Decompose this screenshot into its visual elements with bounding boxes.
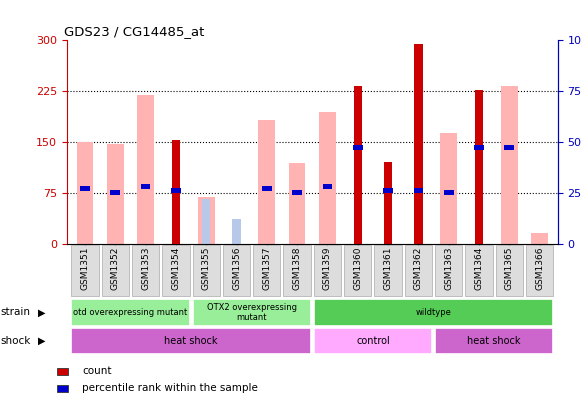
FancyBboxPatch shape (314, 299, 553, 326)
FancyBboxPatch shape (314, 328, 432, 354)
FancyBboxPatch shape (162, 245, 189, 296)
Bar (440, 133, 457, 244)
FancyBboxPatch shape (435, 328, 553, 354)
Bar (259, 120, 275, 244)
Text: GSM1358: GSM1358 (293, 246, 302, 290)
FancyBboxPatch shape (71, 245, 99, 296)
Bar (474, 145, 484, 150)
Bar (202, 199, 210, 244)
Text: GSM1357: GSM1357 (263, 246, 271, 290)
Bar (232, 219, 241, 244)
Text: control: control (356, 336, 390, 346)
FancyBboxPatch shape (132, 245, 159, 296)
Text: ▶: ▶ (38, 307, 45, 318)
Text: GSM1355: GSM1355 (202, 246, 211, 290)
Bar (475, 90, 483, 244)
Text: otd overexpressing mutant: otd overexpressing mutant (73, 308, 188, 317)
FancyBboxPatch shape (223, 245, 250, 296)
Bar (57, 385, 68, 392)
Text: percentile rank within the sample: percentile rank within the sample (83, 383, 258, 393)
Text: GSM1364: GSM1364 (475, 246, 483, 289)
Bar (80, 186, 90, 191)
Text: strain: strain (1, 307, 31, 318)
Text: GSM1365: GSM1365 (505, 246, 514, 290)
Text: GSM1359: GSM1359 (323, 246, 332, 290)
FancyBboxPatch shape (526, 245, 553, 296)
Text: count: count (83, 366, 112, 376)
FancyBboxPatch shape (71, 299, 189, 326)
Bar (414, 44, 422, 244)
Bar (110, 190, 120, 195)
Text: GSM1356: GSM1356 (232, 246, 241, 290)
Bar (531, 233, 548, 244)
Bar (384, 162, 392, 244)
Bar (501, 86, 518, 244)
Bar (171, 140, 180, 244)
Bar (292, 190, 302, 195)
Text: OTX2 overexpressing
mutant: OTX2 overexpressing mutant (207, 303, 297, 322)
FancyBboxPatch shape (314, 245, 341, 296)
FancyBboxPatch shape (465, 245, 493, 296)
Text: GSM1351: GSM1351 (81, 246, 89, 290)
Text: GDS23 / CG14485_at: GDS23 / CG14485_at (64, 25, 205, 38)
FancyBboxPatch shape (405, 245, 432, 296)
Bar (353, 145, 363, 150)
Text: heat shock: heat shock (164, 336, 218, 346)
Bar (319, 112, 336, 244)
Text: heat shock: heat shock (467, 336, 521, 346)
Bar (141, 184, 150, 189)
Text: GSM1363: GSM1363 (444, 246, 453, 290)
Bar (383, 188, 393, 193)
Bar (262, 186, 272, 191)
Bar (504, 145, 514, 150)
Bar (444, 190, 454, 195)
Text: GSM1353: GSM1353 (141, 246, 150, 290)
Bar (353, 86, 362, 244)
FancyBboxPatch shape (102, 245, 129, 296)
Bar (107, 144, 124, 244)
Text: GSM1362: GSM1362 (414, 246, 423, 289)
Bar (77, 141, 94, 244)
Text: ▶: ▶ (38, 336, 45, 346)
Text: GSM1352: GSM1352 (111, 246, 120, 289)
Bar (289, 163, 306, 244)
Text: GSM1361: GSM1361 (383, 246, 393, 290)
Bar (171, 188, 181, 193)
FancyBboxPatch shape (496, 245, 523, 296)
FancyBboxPatch shape (435, 245, 462, 296)
FancyBboxPatch shape (192, 245, 220, 296)
Text: wildtype: wildtype (415, 308, 451, 317)
FancyBboxPatch shape (344, 245, 371, 296)
Bar (322, 184, 332, 189)
FancyBboxPatch shape (71, 328, 311, 354)
Text: GSM1360: GSM1360 (353, 246, 362, 290)
FancyBboxPatch shape (253, 245, 281, 296)
Text: GSM1354: GSM1354 (171, 246, 181, 289)
Bar (57, 368, 68, 375)
Text: GSM1366: GSM1366 (535, 246, 544, 290)
Bar (198, 197, 214, 244)
FancyBboxPatch shape (374, 245, 401, 296)
Text: shock: shock (1, 336, 31, 346)
FancyBboxPatch shape (284, 245, 311, 296)
FancyBboxPatch shape (192, 299, 311, 326)
Bar (414, 188, 423, 193)
Bar (137, 95, 154, 244)
